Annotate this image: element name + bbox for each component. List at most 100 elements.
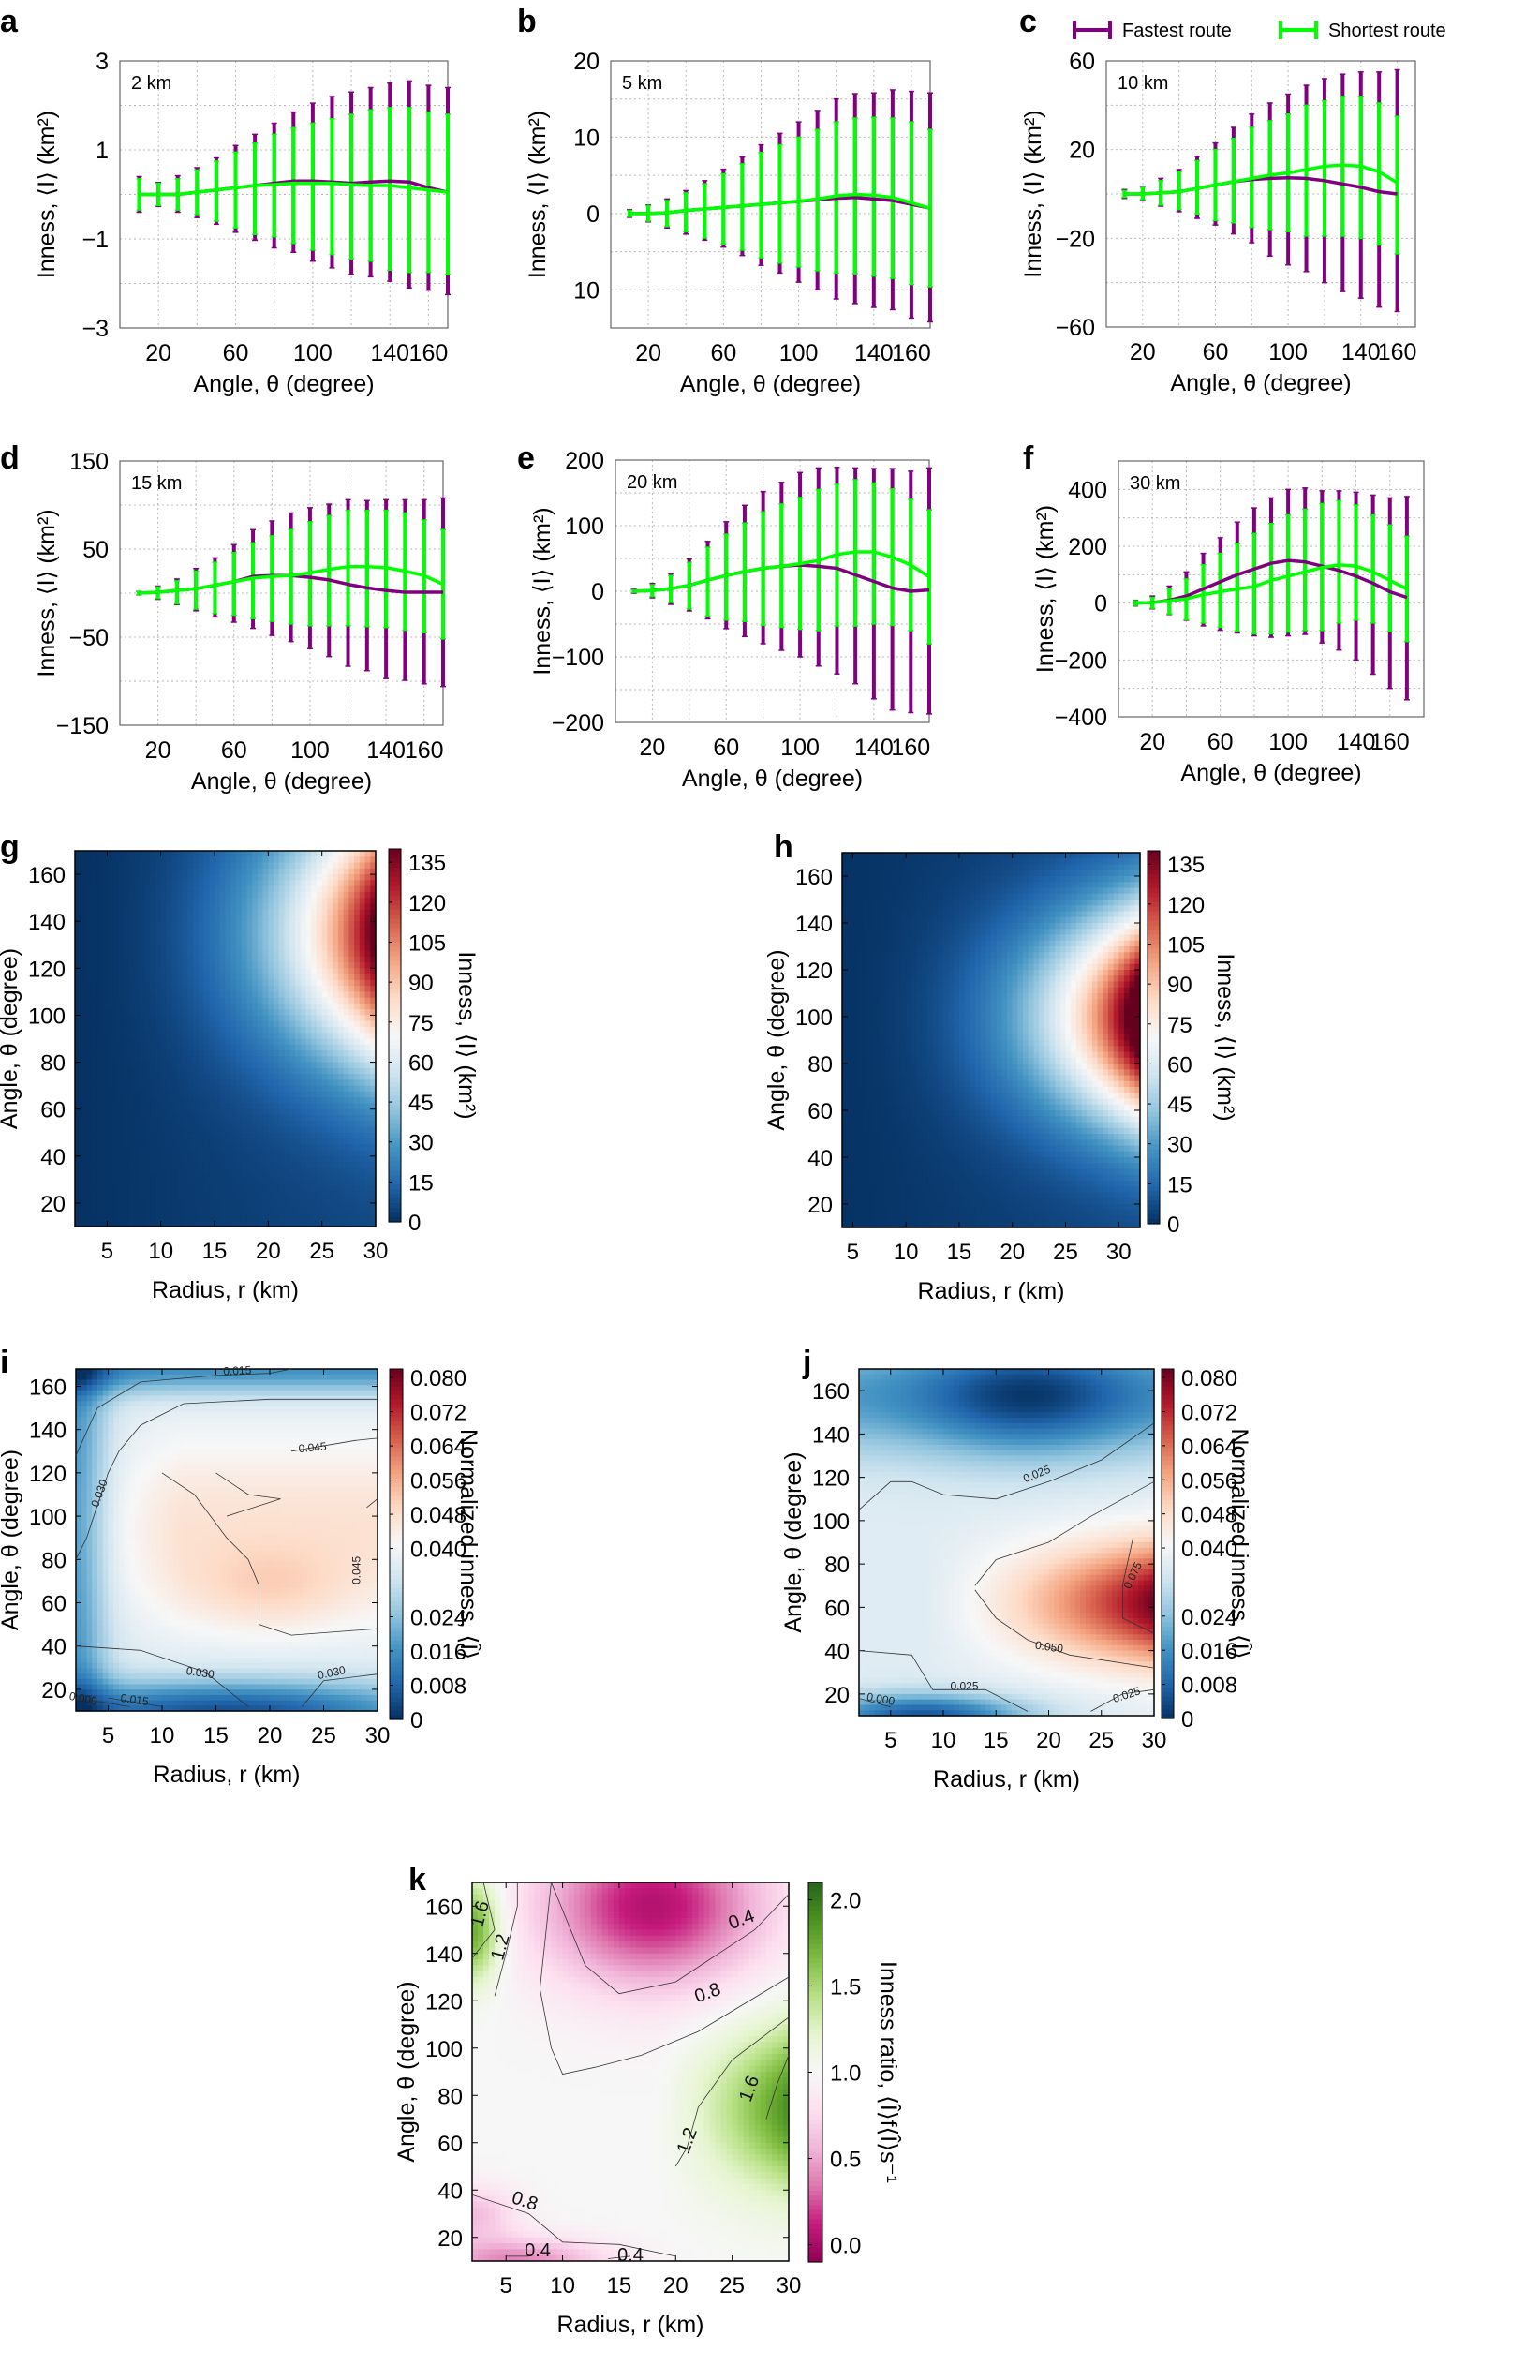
heatmap-cell	[852, 1110, 858, 1117]
heatmap-cell	[183, 863, 188, 870]
heatmap-cell	[85, 903, 91, 910]
heatmap-cell	[161, 1209, 167, 1215]
heatmap-cell	[858, 876, 864, 883]
heatmap-cell	[204, 1203, 210, 1210]
heatmap-cell	[161, 1063, 167, 1069]
heatmap-cell	[874, 975, 880, 982]
heatmap-cell	[236, 1133, 242, 1139]
heatmap-cell	[322, 1203, 328, 1210]
heatmap-cell	[279, 1097, 285, 1104]
x-tick-label: 160	[891, 735, 930, 761]
heatmap-cell	[274, 945, 279, 951]
heatmap-cell	[305, 1162, 311, 1168]
heatmap-cell	[864, 882, 869, 888]
heatmap-cell	[193, 1109, 199, 1116]
heatmap-cell	[183, 1004, 188, 1010]
heatmap-cell	[155, 957, 161, 963]
heatmap-cell	[230, 951, 236, 958]
heatmap-cell	[171, 1097, 177, 1104]
heatmap-cell	[852, 1011, 858, 1018]
heatmap-cell	[145, 1185, 151, 1192]
heatmap-cell	[199, 998, 204, 1004]
heatmap-cell	[177, 1079, 183, 1086]
heatmap-cell	[322, 933, 328, 940]
heatmap-cell	[226, 910, 231, 916]
heatmap-cell	[118, 962, 124, 969]
heatmap-cell	[274, 927, 279, 933]
heatmap-cell	[187, 927, 193, 933]
heatmap-cell	[145, 1063, 151, 1069]
heatmap-cell	[96, 974, 102, 981]
heatmap-cell	[258, 851, 263, 857]
colorbar-segment	[389, 882, 401, 887]
heatmap-cell	[252, 1121, 258, 1127]
heatmap-cell	[848, 1181, 853, 1187]
heatmap-cell	[327, 921, 333, 928]
heatmap-cell	[874, 1139, 880, 1146]
heatmap-cell	[295, 1092, 301, 1098]
heatmap-cell	[322, 1115, 328, 1122]
heatmap-cell	[128, 880, 134, 886]
heatmap-cell	[348, 974, 354, 981]
heatmap-cell	[220, 927, 226, 933]
heatmap-cell	[842, 999, 848, 1005]
heatmap-cell	[338, 1004, 344, 1010]
heatmap-cell	[112, 863, 118, 870]
heatmap-cell	[864, 853, 869, 859]
heatmap-cell	[268, 903, 274, 910]
heatmap-cell	[209, 1214, 215, 1221]
heatmap-cell	[311, 1033, 317, 1039]
heatmap-cell	[305, 933, 311, 940]
heatmap-cell	[285, 1103, 290, 1109]
heatmap-cell	[279, 1039, 285, 1046]
heatmap-cell	[177, 1209, 183, 1215]
heatmap-cell	[155, 880, 161, 886]
heatmap-cell	[140, 856, 145, 863]
y-tick-label: 60	[40, 1098, 66, 1123]
heatmap-cell	[268, 1191, 274, 1197]
heatmap-cell	[145, 892, 151, 899]
heatmap-cell	[322, 939, 328, 945]
heatmap-cell	[268, 1063, 274, 1069]
heatmap-cell	[301, 886, 306, 893]
heatmap-cell	[187, 1191, 193, 1197]
heatmap-cell	[145, 1168, 151, 1174]
heatmap-cell	[107, 1209, 112, 1215]
heatmap-cell	[171, 1009, 177, 1016]
heatmap-cell	[183, 851, 188, 857]
heatmap-cell	[91, 1109, 96, 1116]
heatmap-cell	[311, 880, 317, 886]
heatmap-cell	[177, 962, 183, 969]
heatmap-cell	[305, 1126, 311, 1133]
heatmap-cell	[183, 945, 188, 951]
heatmap-cell	[134, 1086, 140, 1093]
heatmap-cell	[242, 1033, 247, 1039]
heatmap-cell	[220, 1121, 226, 1127]
y-tick-label: 400	[1068, 477, 1107, 503]
heatmap-cell	[354, 1109, 360, 1116]
heatmap-cell	[150, 1039, 155, 1046]
heatmap-cell	[842, 1069, 848, 1076]
heatmap-cell	[155, 1074, 161, 1080]
heatmap-cell	[177, 1050, 183, 1057]
heatmap-cell	[327, 1214, 333, 1221]
heatmap-cell	[199, 1103, 204, 1109]
heatmap-cell	[187, 863, 193, 870]
heatmap-cell	[279, 1004, 285, 1010]
heatmap-cell	[317, 1144, 322, 1151]
heatmap-cell	[118, 1209, 124, 1215]
heatmap-cell	[150, 1203, 155, 1210]
heatmap-cell	[215, 980, 220, 987]
heatmap-cell	[274, 1144, 279, 1151]
heatmap-cell	[183, 980, 188, 987]
x-axis-label: Angle, θ (degree)	[193, 371, 374, 397]
heatmap-cell	[236, 1103, 242, 1109]
heatmap-cell	[145, 1156, 151, 1163]
heatmap-cell	[305, 974, 311, 981]
heatmap-cell	[209, 991, 215, 998]
heatmap-cell	[112, 886, 118, 893]
heatmap-cell	[289, 1162, 295, 1168]
heatmap-cell	[107, 951, 112, 958]
heatmap-cell	[354, 980, 360, 987]
heatmap-cell	[354, 903, 360, 910]
